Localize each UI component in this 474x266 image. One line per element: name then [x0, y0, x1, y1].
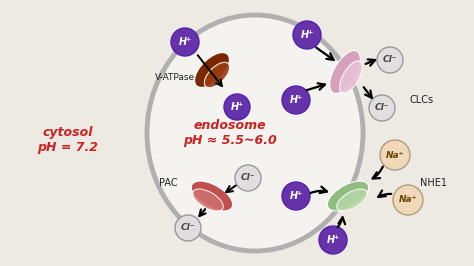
- Text: Cl⁻: Cl⁻: [383, 56, 397, 64]
- Text: V-ATPase: V-ATPase: [155, 73, 195, 82]
- Circle shape: [171, 28, 199, 56]
- Ellipse shape: [193, 189, 223, 211]
- Circle shape: [393, 185, 423, 215]
- Text: endosome
pH ≈ 5.5~6.0: endosome pH ≈ 5.5~6.0: [183, 119, 277, 147]
- Text: H⁺: H⁺: [289, 191, 302, 201]
- Circle shape: [293, 21, 321, 49]
- Text: H⁺: H⁺: [289, 95, 302, 105]
- Ellipse shape: [340, 61, 362, 93]
- Circle shape: [377, 47, 403, 73]
- Circle shape: [235, 165, 261, 191]
- Circle shape: [282, 182, 310, 210]
- Text: CLCs: CLCs: [410, 95, 434, 105]
- Circle shape: [369, 95, 395, 121]
- Circle shape: [319, 226, 347, 254]
- Ellipse shape: [147, 15, 363, 251]
- Circle shape: [282, 86, 310, 114]
- Ellipse shape: [328, 181, 369, 211]
- Text: Cl⁻: Cl⁻: [181, 223, 195, 232]
- Ellipse shape: [195, 53, 229, 88]
- Ellipse shape: [337, 189, 367, 211]
- Ellipse shape: [330, 51, 360, 94]
- Text: H⁺: H⁺: [230, 102, 244, 112]
- Text: Na⁺: Na⁺: [399, 196, 417, 205]
- Ellipse shape: [204, 62, 229, 88]
- Text: NHE1: NHE1: [420, 178, 447, 188]
- Text: H⁺: H⁺: [301, 30, 314, 40]
- Text: H⁺: H⁺: [327, 235, 340, 245]
- Circle shape: [380, 140, 410, 170]
- Ellipse shape: [191, 181, 233, 211]
- Text: cytosol
pH = 7.2: cytosol pH = 7.2: [37, 126, 99, 154]
- Text: H⁺: H⁺: [178, 37, 191, 47]
- Circle shape: [175, 215, 201, 241]
- Text: Cl⁻: Cl⁻: [375, 103, 389, 113]
- Text: PAC: PAC: [159, 178, 177, 188]
- Circle shape: [224, 94, 250, 120]
- Text: Cl⁻: Cl⁻: [241, 173, 255, 182]
- Text: Na⁺: Na⁺: [386, 151, 404, 160]
